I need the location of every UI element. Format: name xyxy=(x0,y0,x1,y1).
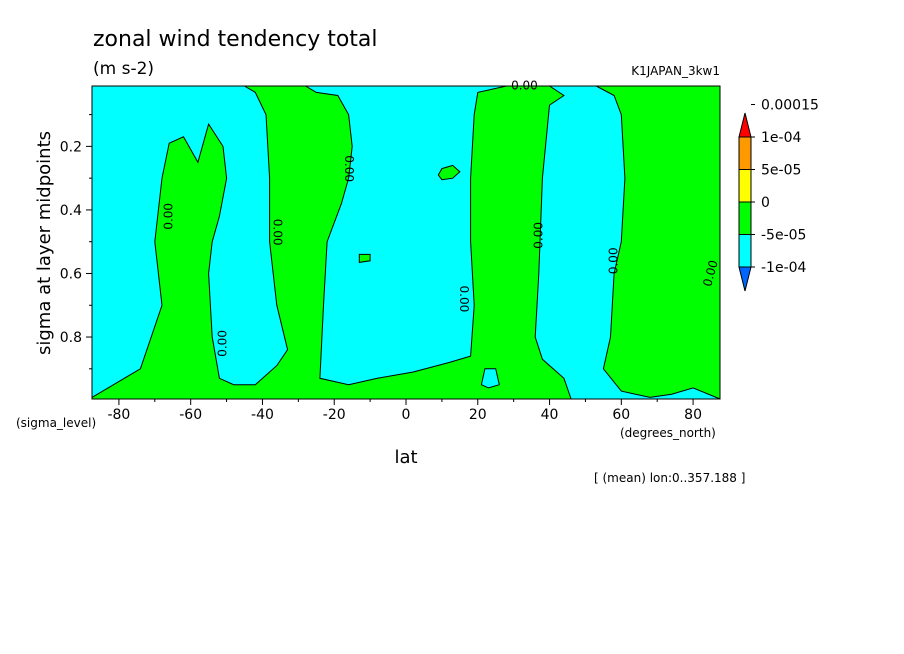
contour-label: 0.00 xyxy=(607,247,621,274)
y-unit-label: (sigma_level) xyxy=(16,416,96,430)
x-unit-label: (degrees_north) xyxy=(620,426,716,440)
contour-region-patch-15n-0.3 xyxy=(437,164,461,181)
x-tick-label: 60 xyxy=(612,407,630,423)
x-tick-label: -40 xyxy=(251,407,274,423)
x-tick-label: 40 xyxy=(541,407,559,423)
contour-label: 0.00 xyxy=(457,286,471,313)
footnote: [ (mean) lon:0..357.188 ] xyxy=(594,471,745,485)
x-tick-label: 20 xyxy=(469,407,487,423)
x-tick-label: -60 xyxy=(179,407,202,423)
contour-label: 0.00 xyxy=(215,330,229,357)
contour-fill-layer xyxy=(91,85,721,400)
legend-swatch xyxy=(738,201,752,235)
contour-label: 0.00 xyxy=(531,222,545,249)
dataset-label: K1JAPAN_3kw1 xyxy=(631,64,720,78)
legend-label: -5e-05 xyxy=(761,228,806,244)
legend-label: 5e-05 xyxy=(761,163,801,179)
contour-region-patch-10s-0.55 xyxy=(358,253,371,263)
x-tick-label: 0 xyxy=(402,407,411,423)
chart-title: zonal wind tendency total xyxy=(93,27,378,52)
legend: -1e-04 -5e-05 0 5e-05 1e-04 0.00015 xyxy=(738,98,819,292)
x-tick-label: -20 xyxy=(323,407,346,423)
y-tick-label: 0.2 xyxy=(60,139,82,155)
contour-region-hole-20n-bottom xyxy=(480,368,500,389)
y-tick-label: 0.4 xyxy=(60,203,82,219)
legend-label: 0 xyxy=(761,195,770,211)
legend-label: 1e-04 xyxy=(761,130,801,146)
x-axis-title: lat xyxy=(394,447,417,468)
legend-swatch xyxy=(738,169,752,203)
y-axis: 0.2 0.4 0.6 0.8 xyxy=(60,114,92,370)
contour-label: 0.00 xyxy=(700,259,720,288)
legend-label: -1e-04 xyxy=(761,260,807,276)
x-tick-label: -80 xyxy=(107,407,130,423)
contour-label-layer: 0.000.000.000.000.000.000.00 0.000.00 xyxy=(162,79,721,357)
legend-swatch-bottom xyxy=(738,266,752,292)
legend-swatch xyxy=(738,234,752,268)
y-tick-label: 0.6 xyxy=(60,266,82,282)
contour-label: 0.00 xyxy=(342,155,356,182)
legend-label: 0.00015 xyxy=(761,98,819,114)
legend-swatch-top xyxy=(738,112,752,138)
y-axis-title: sigma at layer midpoints xyxy=(34,131,55,355)
plot-area: 0.000.000.000.000.000.000.00 0.000.00 xyxy=(91,79,721,400)
y-tick-label: 0.8 xyxy=(60,330,82,346)
contour-label: 0.00 xyxy=(162,203,176,230)
x-axis: -80 -60 -40 -20 0 20 40 60 80 xyxy=(107,399,702,423)
x-tick-label: 80 xyxy=(684,407,702,423)
legend-swatch xyxy=(738,136,752,170)
contour-region-band-nh-polar xyxy=(595,85,721,400)
contour-region-band-sh-midlat xyxy=(91,85,572,400)
contour-label: 0.00 xyxy=(270,219,284,246)
chart-units: (m s-2) xyxy=(93,59,154,79)
